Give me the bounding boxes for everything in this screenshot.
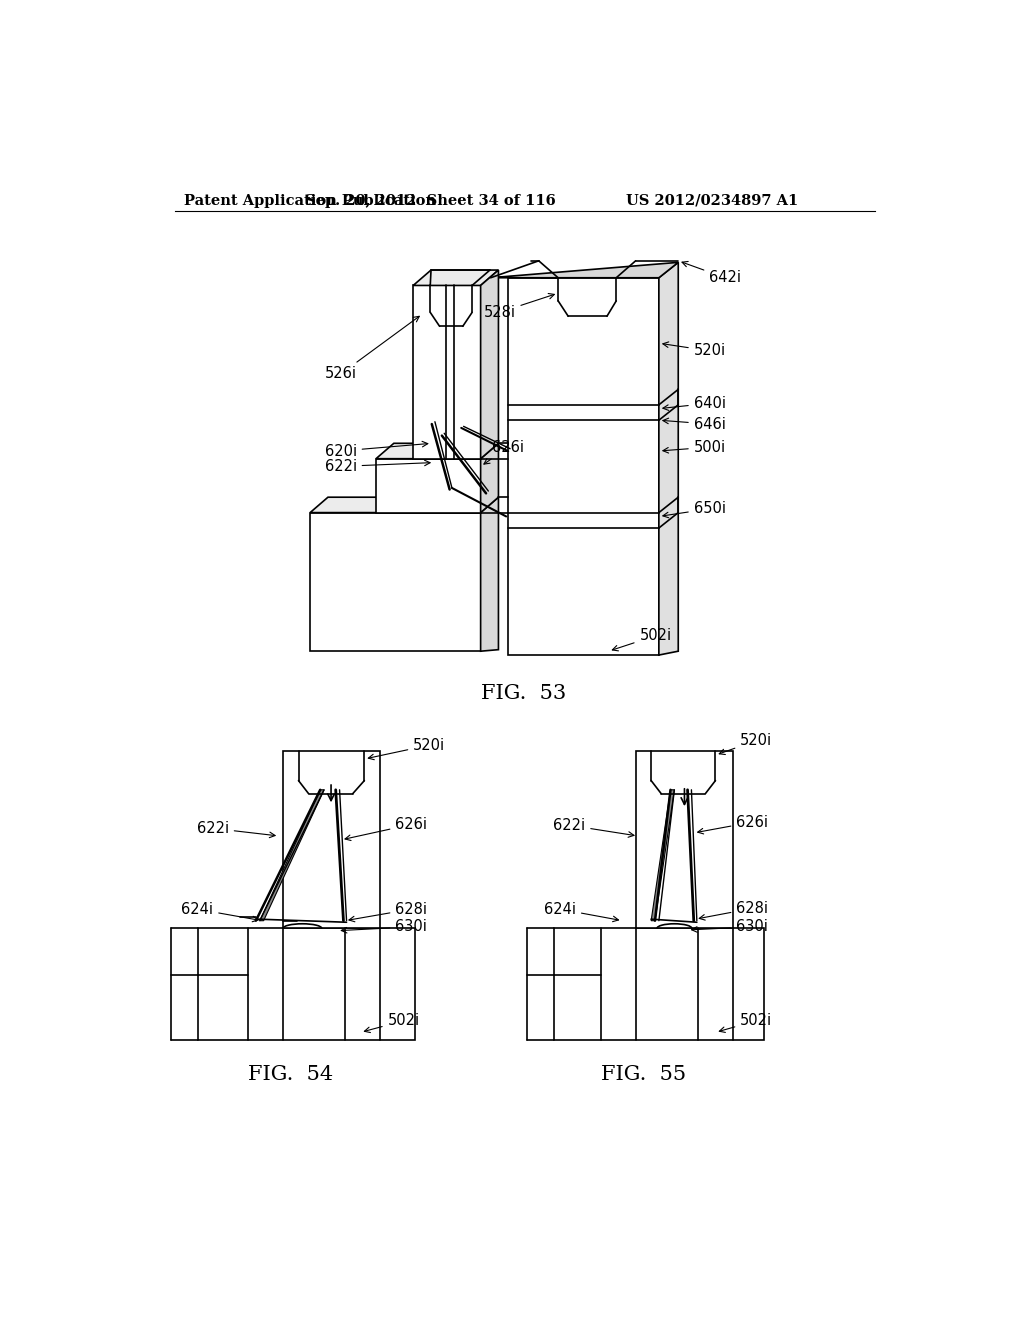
Polygon shape [376, 459, 480, 512]
Text: 528i: 528i [483, 293, 554, 319]
Text: 520i: 520i [663, 342, 726, 359]
Text: 520i: 520i [719, 733, 772, 755]
Polygon shape [636, 751, 732, 928]
Text: 502i: 502i [612, 628, 672, 651]
Polygon shape [508, 277, 658, 655]
Text: 630i: 630i [341, 919, 427, 935]
Polygon shape [310, 512, 480, 651]
Polygon shape [414, 285, 480, 459]
Polygon shape [480, 271, 499, 459]
Text: 526i: 526i [325, 317, 419, 381]
Text: Patent Application Publication: Patent Application Publication [183, 194, 436, 207]
Text: FIG.  53: FIG. 53 [480, 684, 566, 704]
Text: 630i: 630i [691, 919, 768, 935]
Text: 640i: 640i [663, 396, 726, 411]
Text: 626i: 626i [697, 814, 768, 834]
Polygon shape [554, 928, 764, 1040]
Text: 520i: 520i [369, 738, 445, 760]
Text: 500i: 500i [663, 440, 726, 454]
Polygon shape [283, 751, 380, 928]
Text: 626i: 626i [484, 440, 524, 465]
Polygon shape [310, 498, 499, 512]
Text: 646i: 646i [663, 417, 726, 432]
Text: 628i: 628i [699, 900, 768, 920]
Text: 622i: 622i [553, 817, 634, 837]
Text: 620i: 620i [325, 441, 428, 458]
Text: 650i: 650i [663, 502, 726, 517]
Text: 626i: 626i [345, 817, 427, 841]
Text: FIG.  54: FIG. 54 [248, 1065, 334, 1084]
Polygon shape [376, 444, 499, 459]
Text: FIG.  55: FIG. 55 [601, 1065, 686, 1084]
Text: 624i: 624i [181, 902, 258, 921]
Text: US 2012/0234897 A1: US 2012/0234897 A1 [626, 194, 798, 207]
Text: 622i: 622i [325, 459, 430, 474]
Text: 624i: 624i [544, 902, 618, 921]
Text: 502i: 502i [719, 1014, 772, 1032]
Polygon shape [490, 263, 678, 277]
Polygon shape [480, 444, 499, 512]
Text: 502i: 502i [365, 1014, 420, 1032]
Polygon shape [480, 498, 499, 651]
Polygon shape [198, 928, 415, 1040]
Polygon shape [414, 271, 499, 285]
Polygon shape [260, 789, 324, 921]
Polygon shape [651, 789, 675, 921]
Text: 622i: 622i [197, 821, 275, 838]
Text: 642i: 642i [682, 261, 741, 285]
Text: 628i: 628i [349, 902, 427, 921]
Polygon shape [658, 263, 678, 655]
Text: Sep. 20, 2012  Sheet 34 of 116: Sep. 20, 2012 Sheet 34 of 116 [305, 194, 556, 207]
